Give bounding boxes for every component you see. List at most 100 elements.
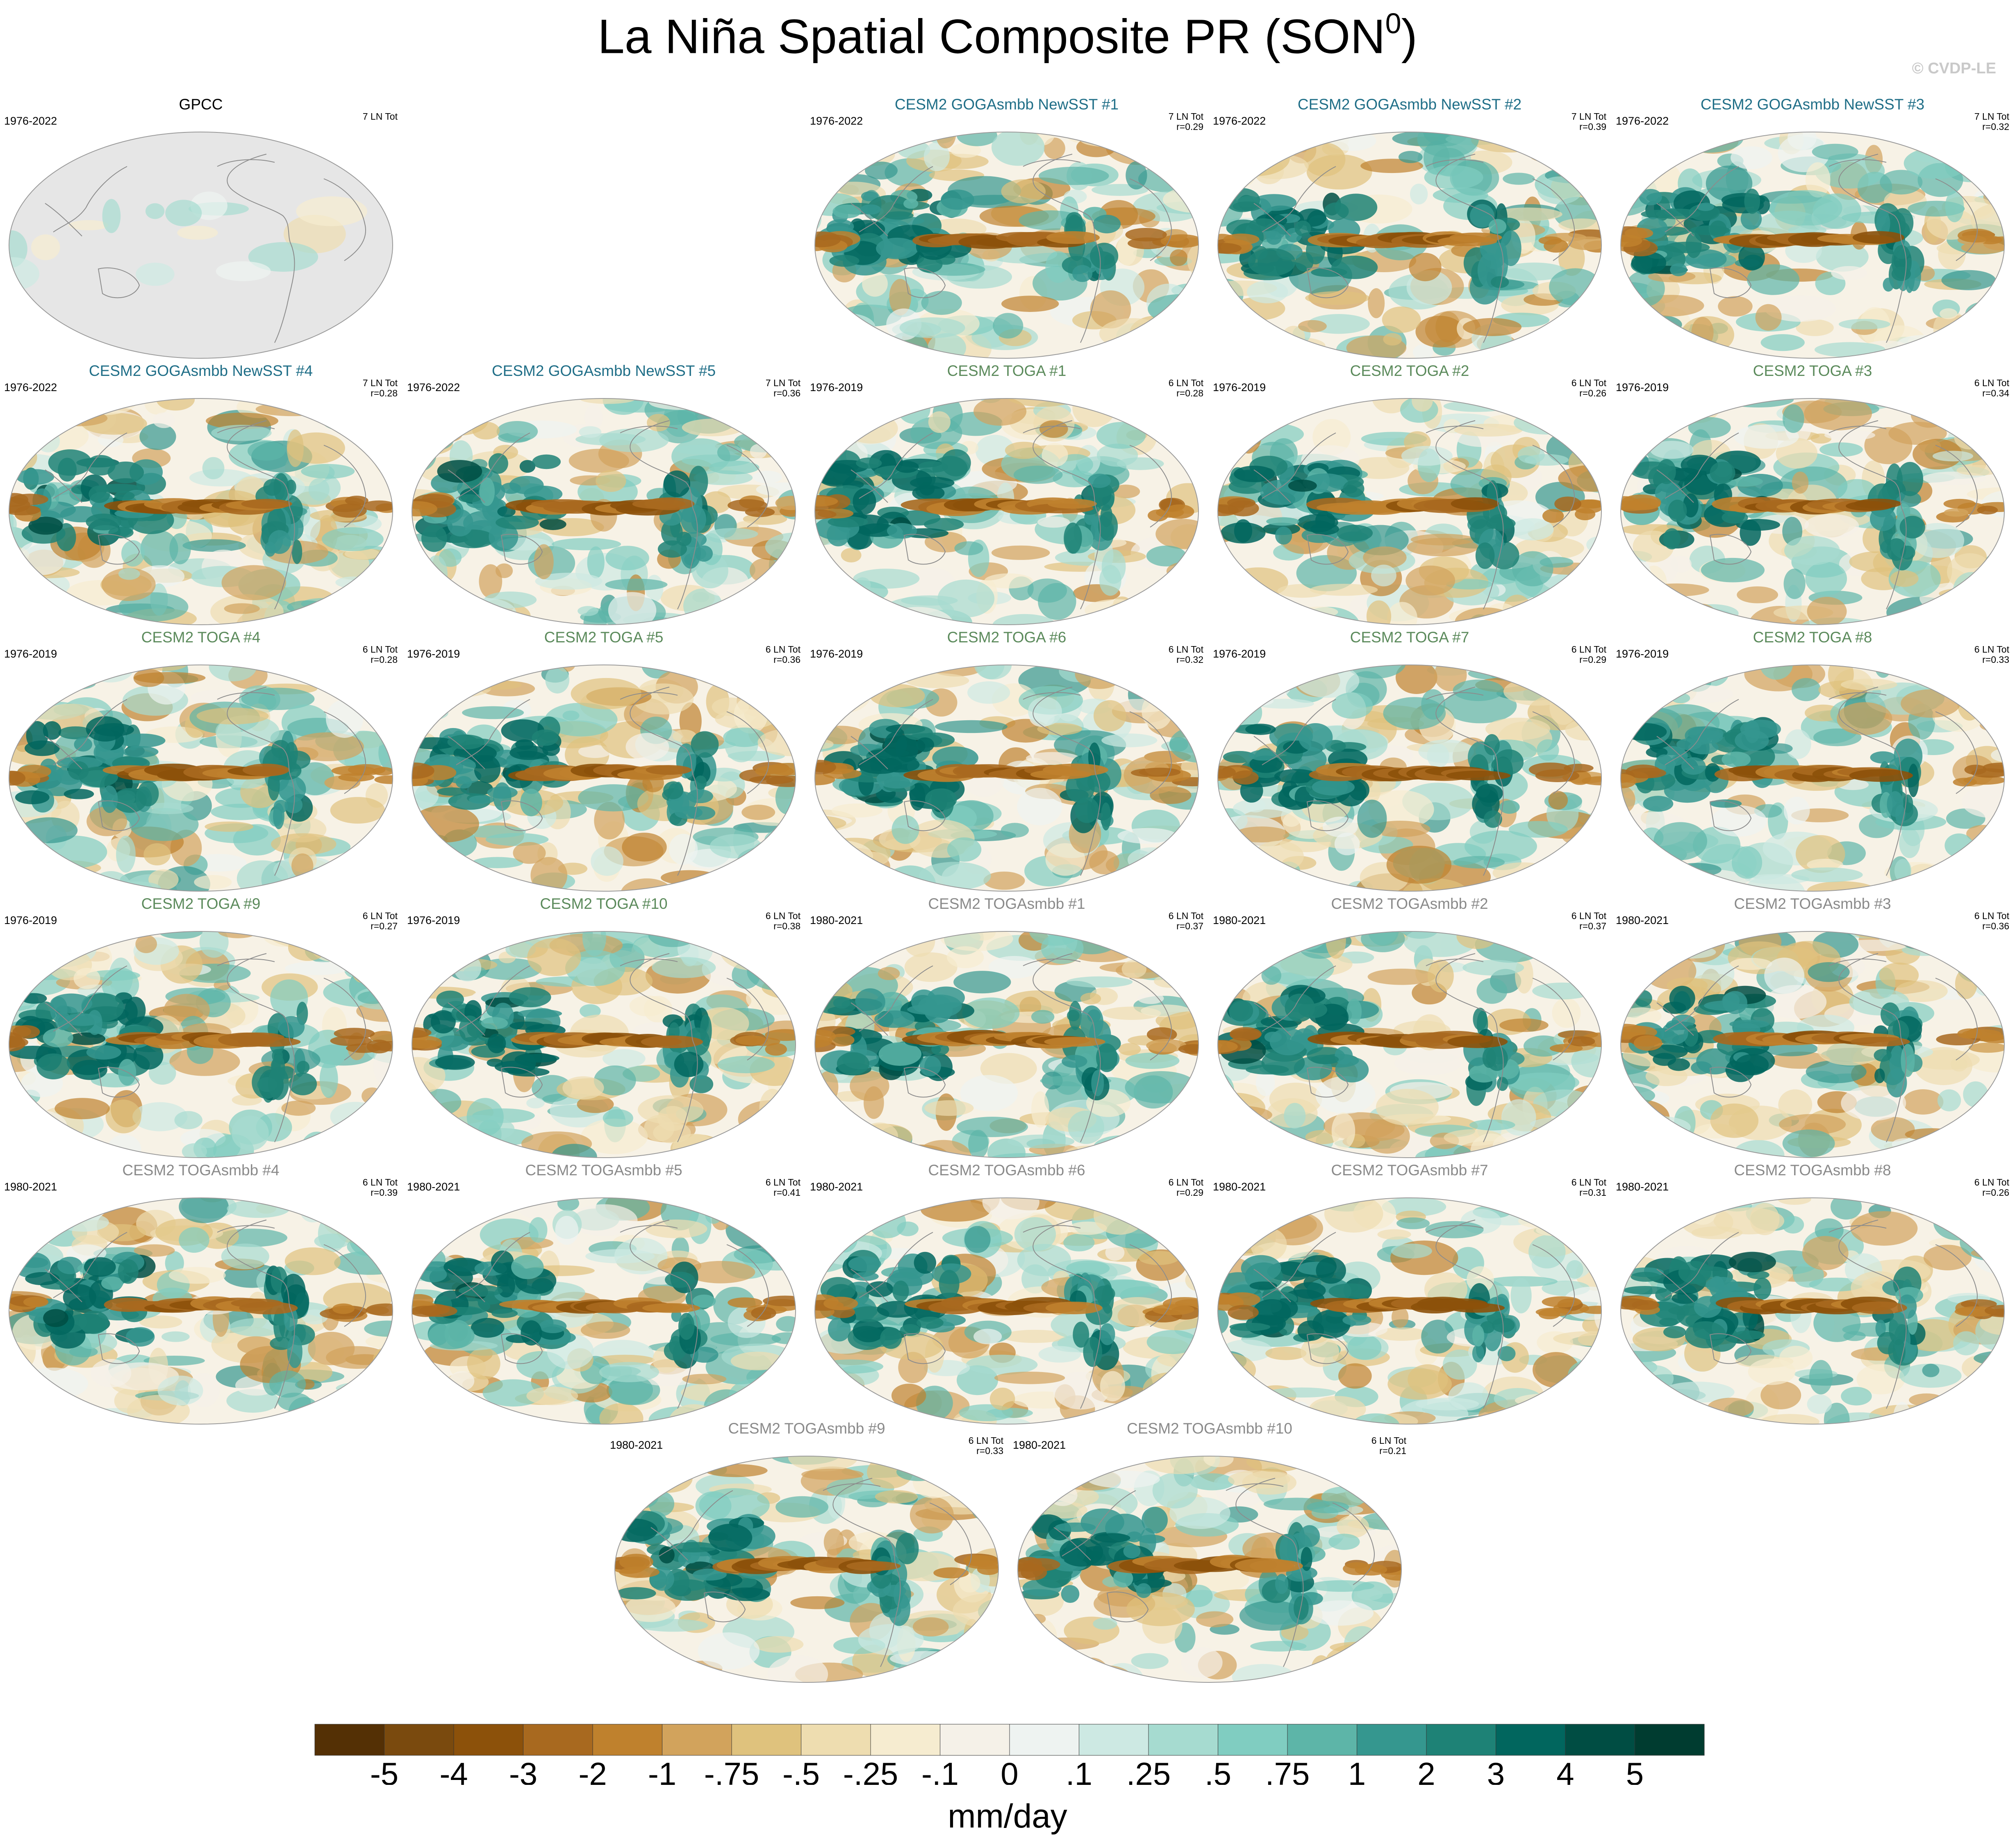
anomaly-blob [1571, 1100, 1598, 1115]
coastline [53, 166, 127, 232]
anomaly-blob [118, 568, 140, 580]
anomaly-blob [1547, 931, 1589, 952]
anomaly-blob [1621, 949, 1650, 964]
wet-anomaly [832, 204, 862, 218]
dry-anomaly [1854, 498, 1902, 509]
dry-anomaly [346, 1043, 381, 1053]
anomaly-blob [1621, 785, 1635, 815]
anomaly-blob [1902, 1089, 1944, 1115]
anomaly-blob [862, 271, 888, 297]
anomaly-blob [1953, 594, 1982, 625]
coastline [1656, 203, 1694, 237]
anomaly-blob [1053, 470, 1096, 487]
anomaly-blob [269, 1370, 306, 1398]
anomaly-blob [9, 817, 20, 845]
wet-anomaly [1653, 1053, 1676, 1066]
wet-anomaly [86, 513, 122, 530]
map-outline [9, 931, 393, 1158]
coastline [1306, 534, 1349, 565]
anomaly-blob [1576, 674, 1601, 689]
anomaly-blob [755, 671, 791, 696]
anomaly-blob [919, 862, 991, 890]
anomaly-blob [1514, 411, 1579, 435]
anomaly-blob [535, 573, 603, 590]
anomaly-blob [412, 854, 455, 872]
anomaly-blob [1363, 546, 1407, 569]
dry-anomaly [1969, 1042, 2004, 1053]
anomaly-blob [169, 533, 191, 564]
anomaly-blob [1412, 398, 1433, 412]
anomaly-blob [1805, 162, 1831, 198]
coastline [1435, 687, 1500, 778]
anomaly-blob [105, 1099, 141, 1133]
anomaly-blob [842, 139, 887, 160]
wet-anomaly [123, 746, 159, 758]
anomaly-blob [991, 132, 1045, 166]
panel-title: CESM2 TOGAsmbb #5 [525, 1162, 682, 1179]
anomaly-blob [1093, 1135, 1150, 1158]
anomaly-blob [1528, 680, 1585, 692]
anomaly-blob [77, 931, 102, 937]
anomaly-blob [9, 1387, 29, 1424]
coastline [1426, 159, 1484, 167]
anomaly-blob [953, 971, 1011, 994]
wet-anomaly [520, 788, 542, 817]
anomaly-blob [1637, 412, 1658, 428]
wet-anomaly [663, 781, 684, 799]
dry-anomaly [1528, 762, 1572, 777]
anomaly-blob [1560, 937, 1601, 966]
anomaly-blob [1911, 523, 1965, 558]
anomaly-blob [1533, 132, 1597, 157]
wet-anomaly [270, 1337, 293, 1350]
anomaly-blob [1621, 342, 1634, 358]
panel-ln-count: 6 LN Tot r=0.28 [363, 644, 398, 665]
wet-anomaly [815, 464, 857, 485]
dry-anomaly [815, 231, 841, 248]
anomaly-blob [723, 1132, 760, 1158]
wet-anomaly [43, 1309, 68, 1327]
anomaly-blob [1764, 958, 1804, 994]
coastline [851, 736, 888, 769]
anomaly-blob [1218, 852, 1234, 874]
anomaly-blob [1146, 545, 1187, 567]
dry-anomaly [1047, 498, 1097, 509]
anomaly-blob [101, 568, 156, 601]
coastline [1426, 958, 1484, 966]
map-panel: CESM2 TOGAsmbb #2 1980-2021 6 LN Tot r=0.37 [1213, 896, 1606, 1158]
panel-ln-count: 7 LN Tot r=0.39 [1571, 111, 1606, 132]
anomaly-blob [1218, 132, 1269, 157]
anomaly-blob [750, 444, 767, 459]
anomaly-blob [1509, 1072, 1580, 1092]
anomaly-blob [1573, 1140, 1601, 1158]
wet-anomaly [1499, 800, 1520, 814]
dry-anomaly [775, 496, 796, 510]
anomaly-blob [947, 837, 982, 862]
dry-anomaly [23, 1297, 49, 1307]
dry-anomaly [749, 775, 794, 785]
ln-count-label: 7 LN Tot [1571, 111, 1606, 122]
wet-anomaly [1705, 763, 1721, 782]
wet-anomaly [63, 1284, 96, 1311]
anomaly-blob [11, 935, 67, 971]
anomaly-blob [1382, 306, 1421, 333]
anomaly-blob [742, 1141, 796, 1158]
robinson-map [9, 931, 393, 1158]
anomaly-blob [1284, 1103, 1306, 1129]
wet-anomaly [25, 740, 60, 756]
dry-anomaly [815, 509, 837, 519]
wet-anomaly [1662, 1001, 1686, 1014]
wet-anomaly [68, 1032, 106, 1045]
coastline [274, 1310, 295, 1409]
anomaly-blob [1949, 338, 2004, 351]
anomaly-blob [758, 931, 796, 940]
anomaly-blob [973, 398, 1027, 426]
anomaly-blob [1305, 1130, 1340, 1145]
anomaly-blob [815, 610, 867, 625]
anomaly-blob [1099, 318, 1166, 349]
anomaly-blob [1103, 1136, 1129, 1155]
wet-anomaly [125, 1327, 155, 1347]
wet-anomaly [1489, 514, 1511, 530]
anomaly-blob [1238, 137, 1267, 159]
wet-anomaly [455, 776, 472, 789]
anomaly-blob [1547, 329, 1597, 358]
